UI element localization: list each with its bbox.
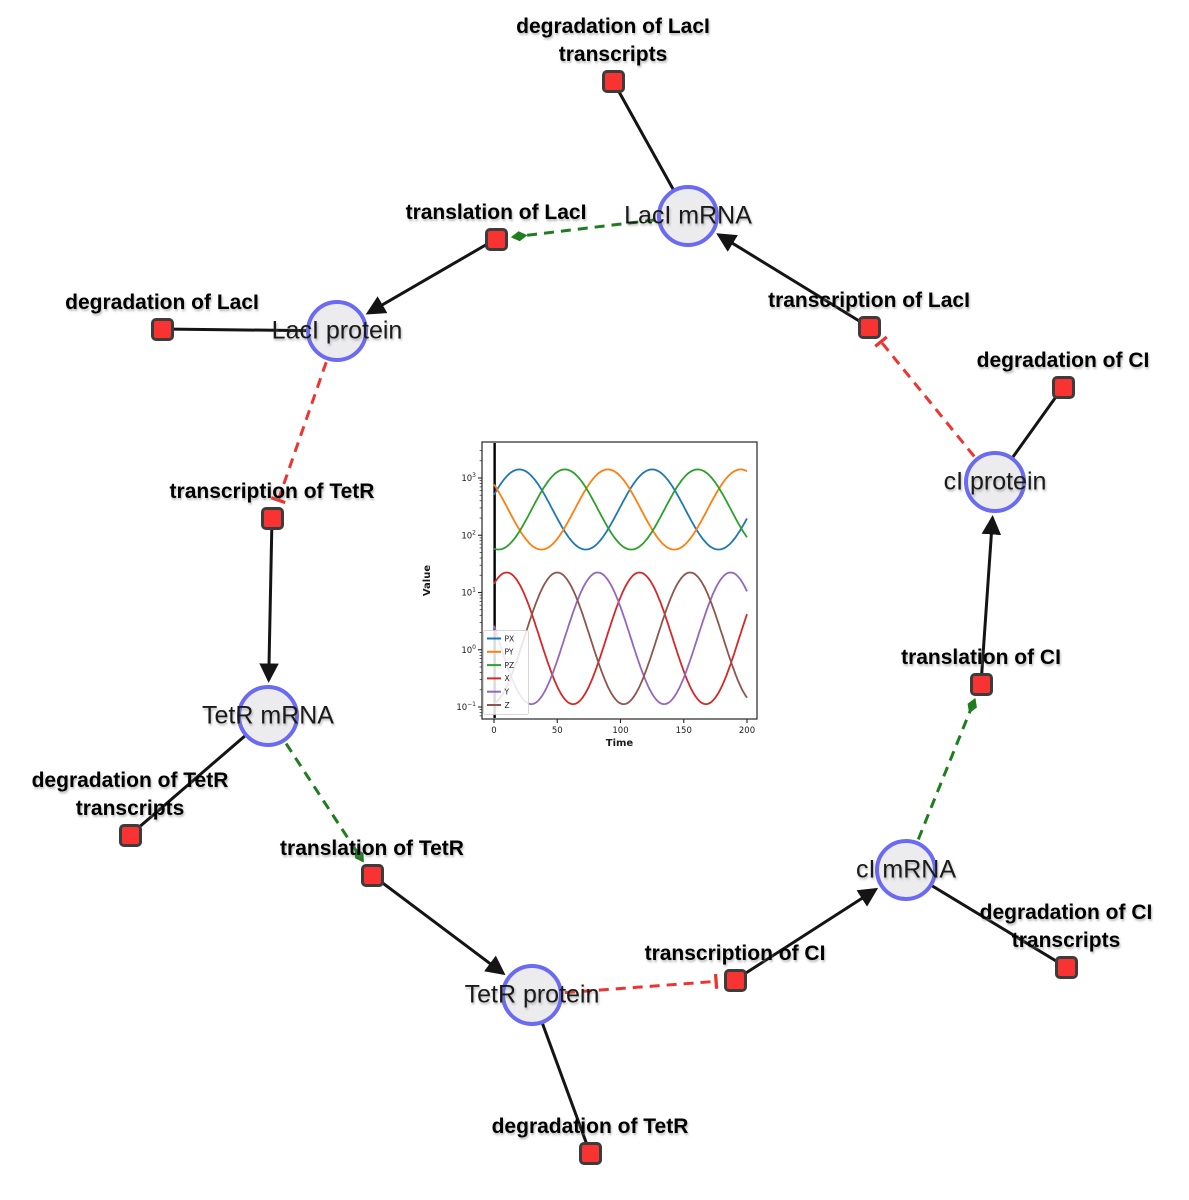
- chart-series-PY: [493, 468, 748, 551]
- species-label-laci_protein: LacI protein: [271, 316, 403, 345]
- reaction-label-line: transcripts: [1011, 929, 1121, 952]
- reaction-node-transcription_laci[interactable]: [857, 315, 881, 339]
- reaction-label-deg_ci_tx: degradation of CI transcripts: [980, 899, 1153, 955]
- reaction-label-transcription_laci: transcription of LacI: [768, 287, 970, 315]
- inset-chart: 0 50 100 150 20010310210110010−1TimeValuePXP…: [422, 441, 758, 749]
- species-node-tetr_mrna[interactable]: TetR mRNA: [202, 685, 334, 747]
- chart-x-axis-label: Time: [606, 738, 634, 749]
- reaction-label-line: degradation of CI: [979, 901, 1153, 924]
- species-node-tetr_protein[interactable]: TetR protein: [465, 964, 599, 1026]
- reaction-label-deg_tetr: degradation of TetR: [492, 1113, 689, 1141]
- reaction-label-deg_laci_tx: degradation of LacI transcripts: [516, 13, 710, 69]
- chart-y-tick-label: 100: [461, 644, 476, 656]
- legend-label-Z: Z: [505, 701, 510, 710]
- reaction-label-transcription_ci: transcription of CI: [645, 940, 826, 968]
- reaction-label-line: transcription of TetR: [169, 480, 375, 503]
- reaction-label-deg_tetr_tx: degradation of TetR transcripts: [32, 767, 229, 823]
- edge-production-translation_laci-to-laci_protein: [365, 237, 497, 315]
- chart-series-X: [493, 571, 748, 705]
- chart-x-tick-label: 100: [612, 726, 628, 736]
- species-node-laci_mrna[interactable]: LacI mRNA: [624, 185, 752, 247]
- reaction-node-deg_laci_tx[interactable]: [601, 69, 625, 93]
- reaction-label-line: translation of LacI: [405, 201, 587, 224]
- reaction-label-line: degradation of LacI: [65, 291, 259, 314]
- edge-inhibition-ci_protein-to-transcription_laci: [874, 335, 976, 458]
- chart-x-tick-label: 50: [552, 726, 563, 736]
- edge-inhibition-laci_protein-to-transcription_tetr: [270, 361, 328, 505]
- chart-series-Z: [493, 571, 748, 705]
- chart-x-tick-label: 150: [676, 726, 692, 736]
- reaction-label-line: translation of CI: [901, 646, 1061, 669]
- legend-label-Y: Y: [504, 688, 510, 697]
- chart-axes-box: [481, 441, 758, 720]
- reaction-label-transcription_tetr: transcription of TetR: [170, 478, 375, 506]
- reaction-node-translation_ci[interactable]: [969, 672, 993, 696]
- reaction-node-deg_tetr_tx[interactable]: [118, 823, 142, 847]
- chart-legend: PX PY PZ XYZ: [483, 630, 529, 715]
- species-node-ci_mrna[interactable]: cI mRNA: [856, 839, 956, 901]
- species-node-ci_protein[interactable]: cI protein: [944, 451, 1046, 513]
- chart-x-tick-label: 200: [739, 726, 755, 736]
- edge-production-transcription_ci-to-ci_mrna: [734, 887, 879, 982]
- legend-label-X: X: [505, 674, 510, 683]
- reaction-label-line: degradation of TetR: [491, 1115, 689, 1138]
- reaction-label-deg_laci: degradation of LacI: [65, 289, 259, 317]
- species-label-ci_protein: cI protein: [943, 467, 1047, 496]
- species-label-tetr_protein: TetR protein: [464, 980, 600, 1009]
- chart-y-tick-label: 102: [461, 529, 476, 541]
- species-label-laci_mrna: LacI mRNA: [624, 201, 752, 230]
- reaction-label-translation_tetr: translation of TetR: [280, 835, 464, 863]
- edge-production-transcription_tetr-to-tetr_mrna: [259, 517, 279, 683]
- reaction-node-deg_laci[interactable]: [150, 317, 174, 341]
- reaction-label-line: transcripts: [558, 43, 668, 66]
- edge-production-translation_ci-to-ci_protein: [979, 514, 1002, 685]
- chart-x-tick-label: 0: [491, 726, 496, 736]
- edge-consumption-ci_mrna-to-deg_ci_tx: [905, 868, 1067, 969]
- reaction-label-line: degradation of TetR: [31, 769, 229, 792]
- legend-label-PY: PY: [505, 648, 514, 657]
- chart-series-Y: [493, 571, 748, 705]
- reaction-label-line: transcripts: [75, 797, 185, 820]
- edge-production-translation_tetr-to-tetr_protein: [371, 873, 506, 976]
- chart-y-tick-label: 10−1: [456, 701, 476, 713]
- legend-label-PZ: PZ: [505, 661, 515, 670]
- edge-inhibition-tetr_protein-to-transcription_ci: [564, 973, 719, 995]
- chart-series-PZ: [493, 468, 748, 551]
- reaction-node-translation_laci[interactable]: [484, 227, 508, 251]
- edge-modifier-laci_mrna-to-translation_laci: [510, 218, 656, 242]
- reaction-label-deg_ci: degradation of CI: [977, 347, 1150, 375]
- chart-y-tick-label: 103: [461, 472, 476, 484]
- reaction-label-line: translation of TetR: [280, 837, 464, 860]
- reaction-label-line: transcription of LacI: [768, 289, 970, 312]
- reaction-label-translation_laci: translation of LacI: [406, 199, 587, 227]
- reaction-label-line: degradation of CI: [976, 349, 1150, 372]
- reaction-label-line: transcription of CI: [644, 942, 826, 965]
- species-label-tetr_mrna: TetR mRNA: [202, 701, 334, 730]
- reaction-node-transcription_ci[interactable]: [723, 968, 747, 992]
- species-node-laci_protein[interactable]: LacI protein: [272, 300, 402, 362]
- reaction-label-line: degradation of LacI: [516, 15, 710, 38]
- reaction-node-translation_tetr[interactable]: [360, 863, 384, 887]
- edge-production-transcription_laci-to-laci_mrna: [716, 233, 870, 329]
- reaction-label-translation_ci: translation of CI: [901, 644, 1061, 672]
- reaction-node-deg_ci_tx[interactable]: [1054, 955, 1078, 979]
- reaction-node-deg_tetr[interactable]: [578, 1141, 602, 1165]
- legend-label-PX: PX: [505, 634, 515, 643]
- chart-series-PX: [493, 468, 748, 551]
- reaction-node-deg_ci[interactable]: [1051, 375, 1075, 399]
- reaction-node-transcription_tetr[interactable]: [260, 506, 284, 530]
- chart-y-tick-label: 101: [461, 587, 476, 599]
- species-label-ci_mrna: cI mRNA: [856, 855, 956, 884]
- chart-y-axis-label: Value: [422, 565, 433, 596]
- edge-modifier-tetr_mrna-to-translation_tetr: [284, 742, 364, 863]
- edge-modifier-ci_mrna-to-translation_ci: [916, 697, 977, 840]
